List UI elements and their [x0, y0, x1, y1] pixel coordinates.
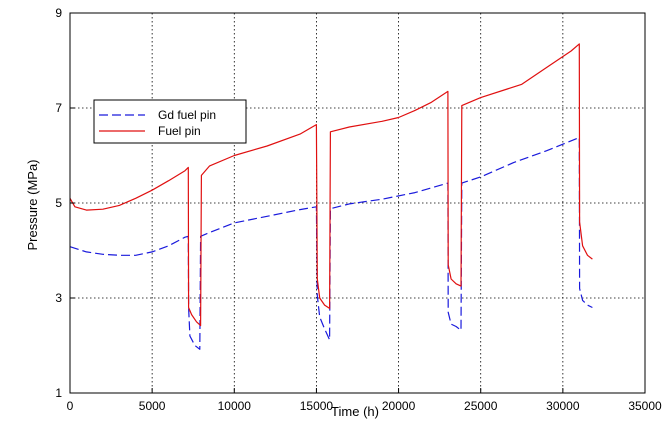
- y-tick-label: 1: [55, 386, 62, 400]
- tick-labels: 0 5000 10000 15000 20000 25000 30000 35000 1 3 5 7 9: [55, 6, 662, 413]
- series-group: [69, 43, 593, 350]
- x-tick-label: 25000: [464, 399, 498, 413]
- legend-box: [93, 99, 247, 144]
- series-line-gd-fuel-pin: [69, 136, 593, 350]
- x-tick-label: 10000: [218, 399, 252, 413]
- y-axis-label: Pressure (MPa): [25, 159, 40, 250]
- x-tick-label: 35000: [628, 399, 662, 413]
- y-tick-label: 7: [55, 101, 62, 115]
- x-tick-label: 20000: [382, 399, 416, 413]
- x-tick-label: 15000: [300, 399, 334, 413]
- x-tick-label: 5000: [139, 399, 166, 413]
- x-axis-label: Time (h): [331, 404, 379, 419]
- legend-label-gd-fuel-pin: Gd fuel pin: [158, 108, 216, 122]
- y-tick-label: 5: [55, 196, 62, 210]
- x-tick-label: 30000: [546, 399, 580, 413]
- y-tick-label: 3: [55, 291, 62, 305]
- series-line-fuel-pin: [69, 43, 593, 327]
- legend: Gd fuel pin Fuel pin: [93, 99, 247, 144]
- grid: [70, 13, 645, 393]
- y-tick-label: 9: [55, 6, 62, 20]
- legend-label-fuel-pin: Fuel pin: [158, 124, 201, 138]
- x-tick-label: 0: [67, 399, 74, 413]
